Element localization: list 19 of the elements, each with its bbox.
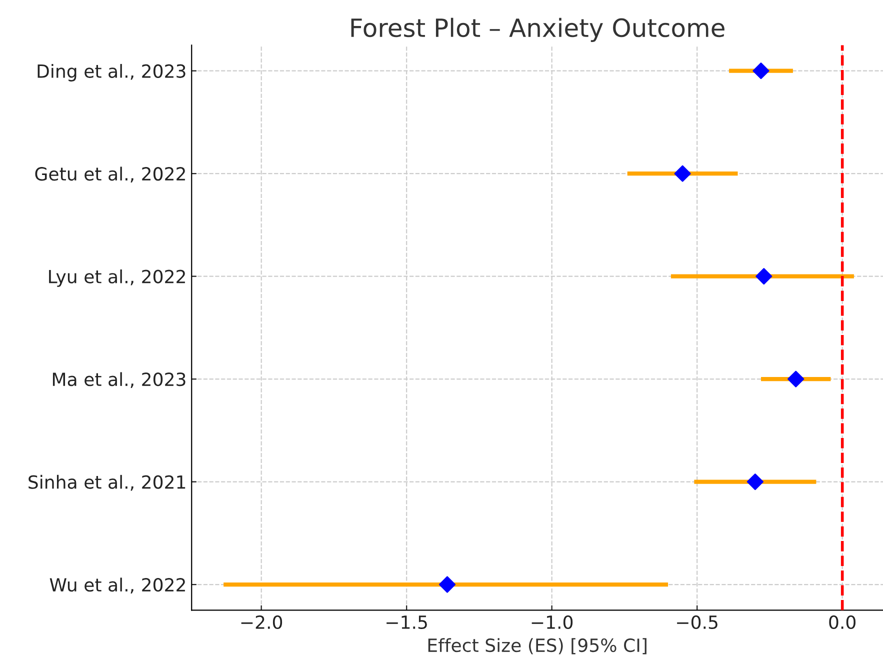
x-tick-label: −0.5 (677, 615, 718, 630)
x-axis-title: Effect Size (ES) [95% CI] (428, 638, 646, 654)
y-tick-label: Lyu et al., 2022 (49, 269, 185, 287)
x-tick-label: 0.0 (829, 615, 856, 630)
y-tick-label: Ma et al., 2023 (52, 372, 186, 388)
point (756, 268, 772, 285)
point (746, 473, 764, 490)
x-tick-label: −2.0 (241, 615, 282, 630)
point (674, 165, 691, 182)
y-tick-label: Ding et al., 2023 (38, 64, 186, 82)
point (438, 576, 456, 593)
chart-title: Forest Plot – Anxiety Outcome (351, 18, 724, 42)
point (752, 62, 770, 80)
y-tick-label: Sinha et al., 2021 (28, 474, 186, 491)
x-tick-label: −1.0 (532, 615, 573, 630)
x-tick-label: −1.5 (386, 616, 427, 630)
point (788, 370, 804, 388)
y-tick-label: Wu et al., 2022 (50, 578, 185, 594)
y-tick-label: Getu et al., 2022 (35, 166, 185, 183)
